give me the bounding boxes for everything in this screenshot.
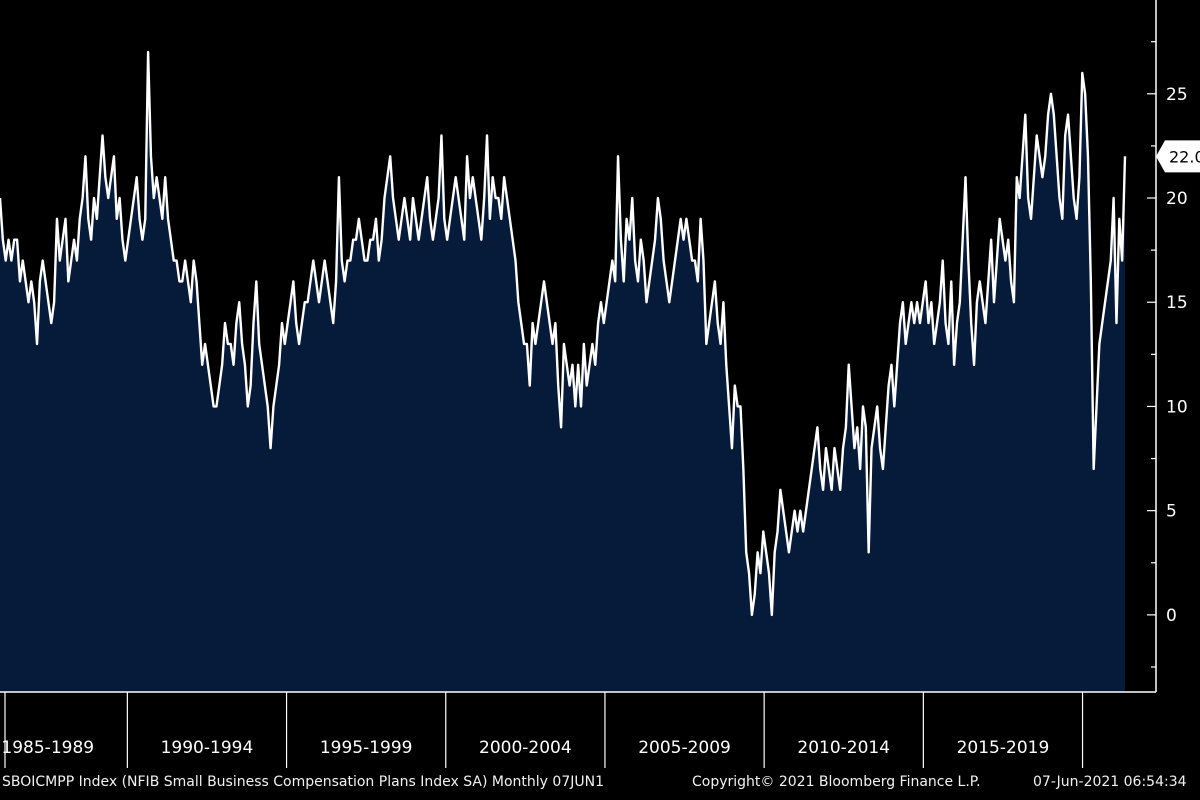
last-value-label: 22.0 [1169, 147, 1200, 166]
x-period-label: 1995-1999 [320, 738, 413, 758]
footer-description: SBOICMPP Index (NFIB Small Business Comp… [2, 774, 604, 790]
x-period-label: 1985-1989 [1, 738, 94, 758]
x-period-label: 2000-2004 [479, 738, 572, 758]
axis-layer [0, 0, 1157, 693]
y-tick-label: 25 [1166, 85, 1188, 105]
series-area [0, 52, 1125, 693]
x-axis-separators [4, 692, 1084, 768]
footer-copyright: Copyright© 2021 Bloomberg Finance L.P. [692, 774, 981, 790]
y-tick-label: 15 [1166, 293, 1188, 313]
chart: 0 5 10 15 20 25 1985-1989 1990-1994 1995-1999 20… [0, 0, 1200, 768]
x-period-label: 2005-2009 [638, 738, 731, 758]
x-period-label: 2015-2019 [957, 738, 1050, 758]
y-axis-ticks: 0 5 10 15 20 25 [1147, 41, 1188, 668]
series-line-layer [0, 50, 1127, 617]
series-line [0, 50, 1127, 617]
footer-timestamp: 07-Jun-2021 06:54:34 [1033, 774, 1187, 790]
x-period-label: 1990-1994 [161, 738, 254, 758]
last-value-badge [1156, 140, 1200, 173]
x-period-label: 2010-2014 [797, 738, 890, 758]
y-tick-label: 5 [1166, 502, 1177, 522]
y-tick-label: 0 [1166, 606, 1177, 626]
last-value-marker: 22.0 [1156, 140, 1200, 173]
chart-footer: SBOICMPP Index (NFIB Small Business Comp… [0, 770, 1200, 800]
y-tick-label: 10 [1166, 397, 1188, 417]
x-axis-period-labels: 1985-1989 1990-1994 1995-1999 2000-2004 2005… [1, 738, 1049, 758]
series-area-layer [0, 52, 1125, 693]
y-tick-label: 20 [1166, 189, 1188, 209]
